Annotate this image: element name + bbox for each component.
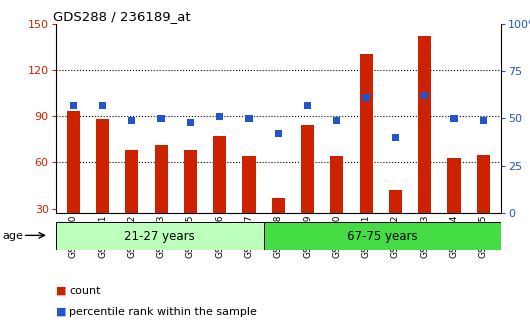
- Text: ■: ■: [56, 307, 66, 317]
- Bar: [96, 119, 109, 213]
- Bar: [155, 145, 167, 213]
- Bar: [128, 117, 136, 124]
- Bar: [447, 158, 461, 213]
- Bar: [213, 136, 226, 213]
- Bar: [99, 102, 106, 109]
- Bar: [245, 115, 253, 122]
- Bar: [157, 115, 165, 122]
- Bar: [363, 94, 370, 101]
- Bar: [389, 190, 402, 213]
- Bar: [187, 119, 194, 126]
- Bar: [330, 156, 343, 213]
- Bar: [125, 150, 138, 213]
- Bar: [69, 102, 77, 109]
- Bar: [242, 156, 255, 213]
- Bar: [301, 125, 314, 213]
- Bar: [418, 36, 431, 213]
- Text: GDS288 / 236189_at: GDS288 / 236189_at: [53, 10, 191, 23]
- Text: age: age: [3, 231, 23, 241]
- Text: count: count: [69, 286, 100, 296]
- Bar: [56, 222, 263, 250]
- Bar: [392, 134, 399, 141]
- Text: percentile rank within the sample: percentile rank within the sample: [69, 307, 257, 317]
- Bar: [275, 130, 282, 137]
- Bar: [421, 92, 428, 99]
- Bar: [216, 113, 223, 120]
- Bar: [272, 198, 285, 213]
- Bar: [480, 117, 487, 124]
- Text: ■: ■: [56, 286, 66, 296]
- Bar: [476, 155, 490, 213]
- Bar: [67, 112, 80, 213]
- Bar: [359, 54, 373, 213]
- Text: 21-27 years: 21-27 years: [124, 229, 195, 243]
- Bar: [304, 102, 311, 109]
- Bar: [184, 150, 197, 213]
- Bar: [450, 115, 457, 122]
- Bar: [263, 222, 501, 250]
- Bar: [333, 117, 340, 124]
- Text: 67-75 years: 67-75 years: [347, 229, 418, 243]
